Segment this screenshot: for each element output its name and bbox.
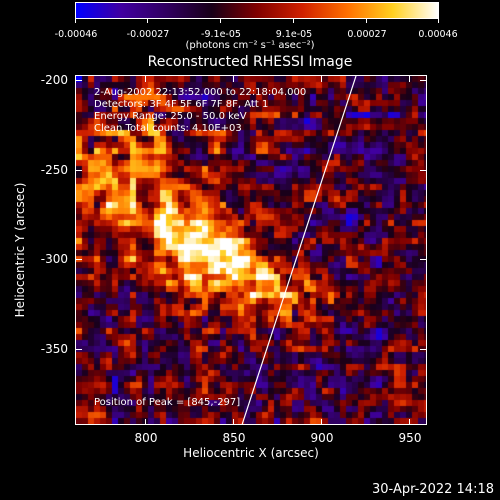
info-time-range: 2-Aug-2002 22:13:52.000 to 22:18:04.000 (94, 87, 307, 98)
x-tickmark (321, 76, 322, 82)
y-tickmark (76, 170, 82, 171)
colorbar-tickmark (293, 19, 294, 23)
y-tickmark (76, 349, 82, 350)
x-tickmark (409, 419, 410, 425)
colorbar-tickmark (220, 19, 221, 23)
colorbar-tick-label: 0.00027 (347, 29, 387, 40)
x-tick-label: 900 (310, 431, 334, 445)
y-tickmark (420, 80, 426, 81)
x-tick-label: 800 (134, 431, 158, 445)
x-tickmark (145, 419, 146, 425)
plot-title: Reconstructed RHESSI Image (147, 54, 353, 70)
x-tickmark (233, 419, 234, 425)
colorbar-tickmark (75, 19, 76, 23)
colorbar-tick-label: -0.00046 (54, 29, 98, 40)
info-detectors: Detectors: 3F 4F 5F 6F 7F 8F, Att 1 (94, 99, 269, 110)
y-tickmark (420, 349, 426, 350)
colorbar-tick-label: 9.1e-05 (275, 29, 313, 40)
timestamp: 30-Apr-2022 14:18 (372, 482, 494, 497)
y-tickmark (76, 259, 82, 260)
x-axis-label: Heliocentric X (arcsec) (183, 446, 319, 460)
x-tickmark (409, 76, 410, 82)
info-energy-range: Energy Range: 25.0 - 50.0 keV (94, 111, 247, 122)
limb-curve (241, 76, 357, 424)
y-tick-label: -350 (40, 342, 68, 356)
colorbar-tickmark (147, 19, 148, 23)
colorbar-tickmark (366, 19, 367, 23)
colorbar-gradient (75, 2, 439, 19)
peak-position-label: Position of Peak = [845,-297] (94, 397, 241, 408)
x-tickmark (145, 76, 146, 82)
colorbar-tickmark (438, 19, 439, 23)
x-tickmark (321, 419, 322, 425)
y-tickmark (420, 170, 426, 171)
plot-area: 2-Aug-2002 22:13:52.000 to 22:18:04.000 … (75, 75, 427, 425)
y-tickmark (76, 80, 82, 81)
y-tick-label: -300 (40, 252, 68, 266)
info-total-counts: Clean Total counts: 4.10E+03 (94, 123, 242, 134)
heatmap-image (76, 76, 426, 424)
colorbar-units: (photons cm⁻² s⁻¹ asec⁻²) (185, 40, 315, 51)
colorbar-tick-label: -0.00027 (126, 29, 170, 40)
x-tick-label: 950 (398, 431, 422, 445)
x-tickmark (233, 76, 234, 82)
solar-limb-line (241, 76, 357, 424)
y-tickmark (420, 259, 426, 260)
colorbar-tick-label: 0.00046 (418, 29, 458, 40)
y-tick-label: -200 (40, 73, 68, 87)
x-tick-label: 850 (222, 431, 246, 445)
colorbar-tick-label: -9.1e-05 (201, 29, 241, 40)
y-tick-label: -250 (40, 163, 68, 177)
y-axis-label: Heliocentric Y (arcsec) (13, 182, 27, 318)
